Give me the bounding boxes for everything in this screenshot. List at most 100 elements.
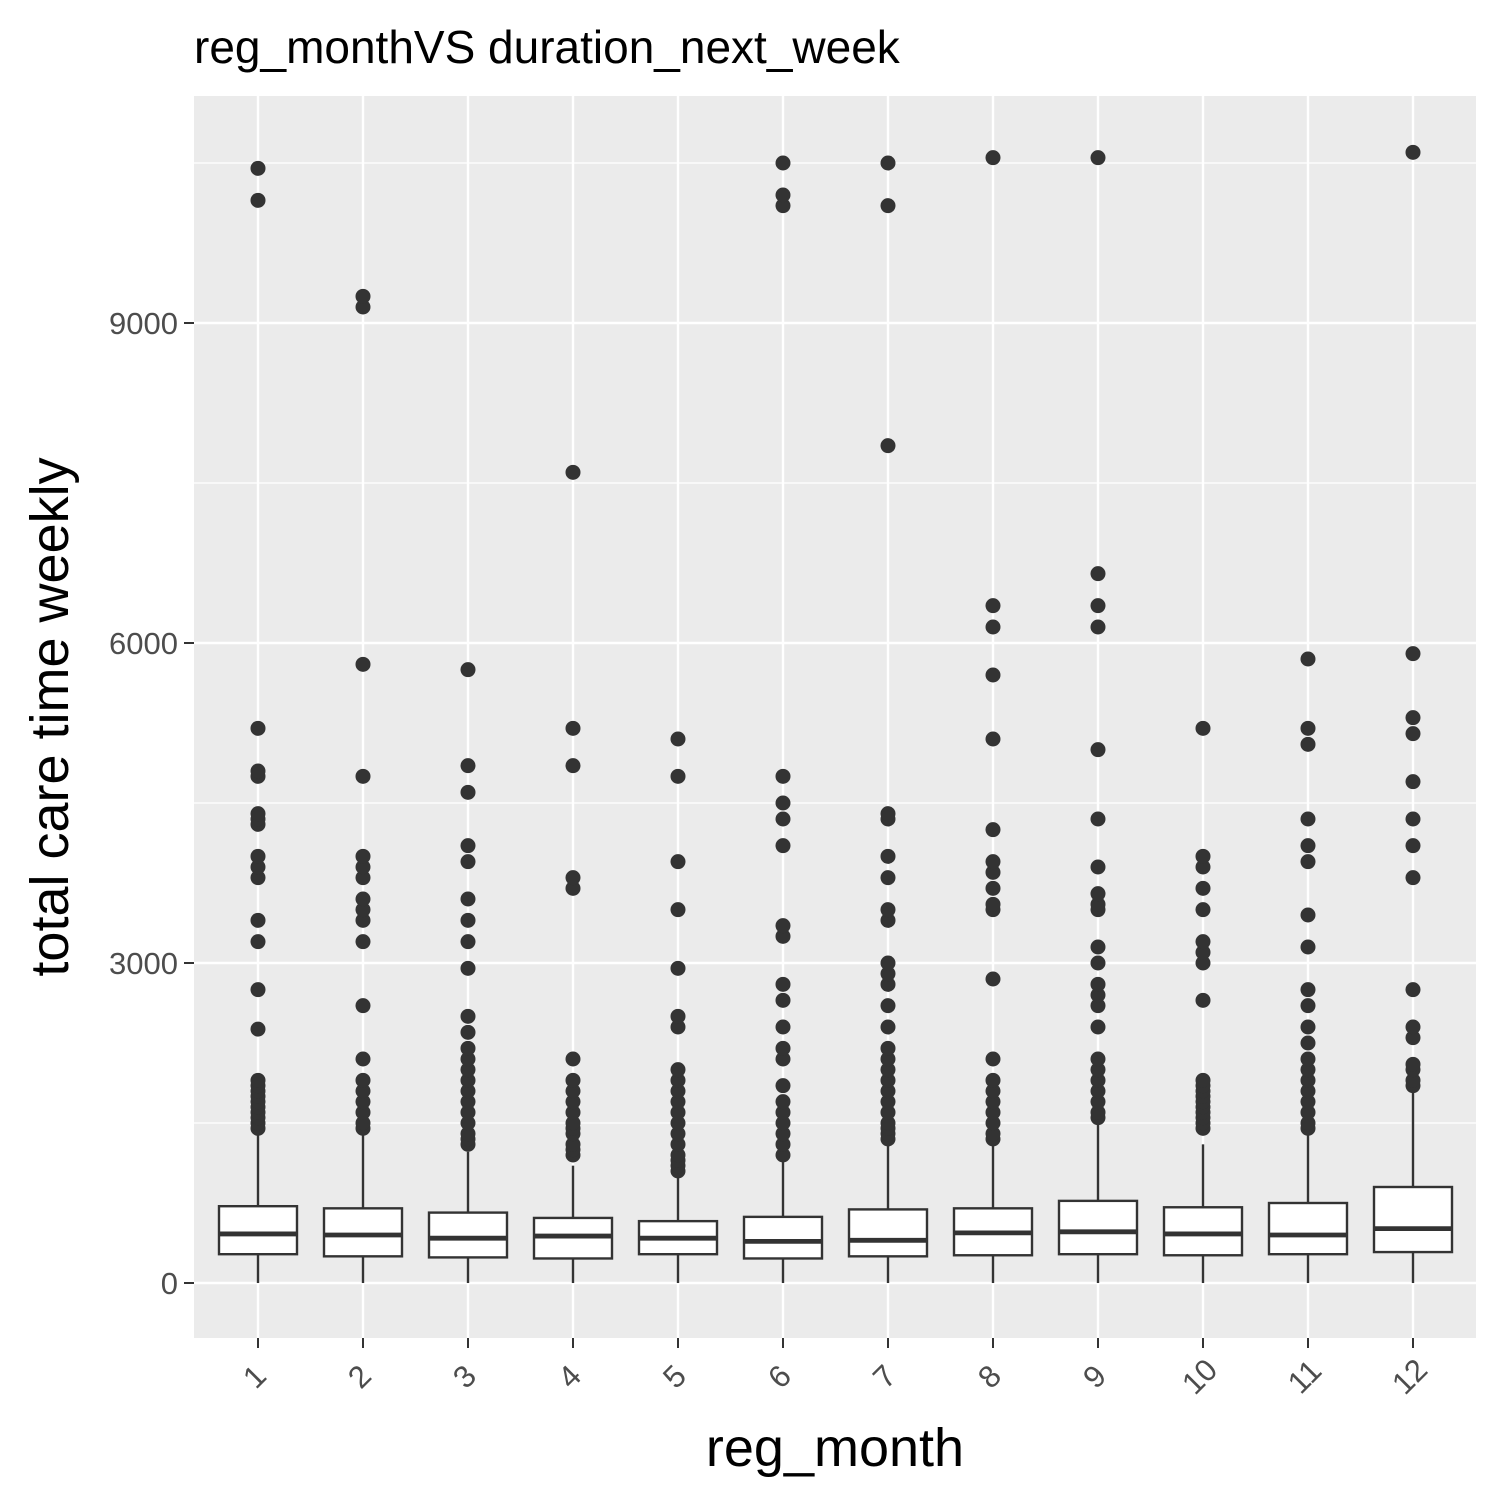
x-tick-label: 4 <box>551 1358 588 1395</box>
outlier-point <box>460 662 476 678</box>
minor-gridlines <box>194 162 1476 1124</box>
y-tick-label: 3000 <box>109 946 178 981</box>
outlier-point <box>1300 1083 1316 1099</box>
outlier-point <box>1195 880 1211 896</box>
outlier-point <box>670 854 686 870</box>
outlier-point <box>565 1094 581 1110</box>
outlier-point <box>1300 720 1316 736</box>
y-axis-title: total care time weekly <box>20 457 80 976</box>
outlier-point <box>880 912 896 928</box>
outlier-point <box>985 1051 1001 1067</box>
outlier-point <box>670 1019 686 1035</box>
outlier-point <box>1300 651 1316 667</box>
outlier-point <box>460 1115 476 1131</box>
x-tick-label: 11 <box>1281 1353 1329 1401</box>
outlier-point <box>1090 619 1106 635</box>
outlier-point <box>775 1136 791 1152</box>
y-tick-label: 9000 <box>109 306 178 341</box>
outlier-point <box>775 918 791 934</box>
box-2 <box>322 288 404 1283</box>
outlier-point <box>670 902 686 918</box>
outlier-point <box>670 1008 686 1024</box>
outlier-point <box>775 1078 791 1094</box>
outlier-point <box>1300 982 1316 998</box>
outlier-point <box>355 299 371 315</box>
outlier-point <box>880 806 896 822</box>
y-tick-label: 6000 <box>109 626 178 661</box>
outlier-point <box>1195 944 1211 960</box>
outlier-point <box>250 720 266 736</box>
outlier-point <box>880 198 896 214</box>
outlier-point <box>1300 811 1316 827</box>
outlier-point <box>670 731 686 747</box>
outlier-point <box>460 1062 476 1078</box>
outlier-point <box>460 758 476 774</box>
outlier-point <box>250 859 266 875</box>
outlier-point <box>775 1147 791 1163</box>
outlier-point <box>880 1115 896 1131</box>
outlier-point <box>460 934 476 950</box>
outlier-point <box>355 848 371 864</box>
box-iqr <box>742 1215 824 1260</box>
outlier-point <box>355 912 371 928</box>
outlier-point <box>1405 1030 1421 1046</box>
outlier-point <box>1090 1072 1106 1088</box>
outlier-point <box>1405 774 1421 790</box>
outlier-point <box>460 1051 476 1067</box>
outlier-point <box>1300 998 1316 1014</box>
outlier-point <box>775 1019 791 1035</box>
x-axis: 1 2 3 4 5 6 7 8 9 10 11 12 <box>236 1338 1434 1401</box>
outlier-point <box>250 1072 266 1088</box>
outlier-point <box>880 966 896 982</box>
outlier-point <box>355 1083 371 1099</box>
x-tick-label: 9 <box>1076 1358 1113 1395</box>
outlier-point <box>565 1072 581 1088</box>
outlier-point <box>460 1024 476 1040</box>
outlier-point <box>565 758 581 774</box>
x-tick-label: 8 <box>971 1358 1008 1395</box>
box-series <box>217 144 1454 1283</box>
plot-panel <box>194 96 1476 1338</box>
outlier-point <box>1090 1104 1106 1120</box>
outlier-point <box>1195 1072 1211 1088</box>
outlier-point <box>460 1094 476 1110</box>
outlier-point <box>565 1115 581 1131</box>
outlier-point <box>880 870 896 886</box>
outlier-point <box>355 1072 371 1088</box>
outlier-point <box>880 902 896 918</box>
outlier-point <box>250 763 266 779</box>
outlier-point <box>355 656 371 672</box>
outlier-point <box>355 288 371 304</box>
outlier-point <box>670 1136 686 1152</box>
outlier-point <box>670 1072 686 1088</box>
outlier-point <box>985 731 1001 747</box>
outlier-point <box>1300 1072 1316 1088</box>
outlier-point <box>1090 859 1106 875</box>
outlier-point <box>985 1115 1001 1131</box>
x-tick-label: 12 <box>1385 1352 1434 1401</box>
outlier-point <box>1090 987 1106 1003</box>
outlier-point <box>355 1104 371 1120</box>
box-iqr <box>1267 1201 1349 1256</box>
outlier-point <box>1090 1094 1106 1110</box>
outlier-point <box>1300 854 1316 870</box>
outlier-point <box>1090 939 1106 955</box>
outlier-point <box>250 982 266 998</box>
outlier-point <box>355 934 371 950</box>
outlier-point <box>880 1051 896 1067</box>
outlier-point <box>1090 598 1106 614</box>
box-11 <box>1267 651 1349 1283</box>
x-tick-label: 7 <box>866 1358 903 1395</box>
outlier-point <box>565 1083 581 1099</box>
outlier-point <box>460 1008 476 1024</box>
outlier-point <box>985 619 1001 635</box>
outlier-point <box>355 891 371 907</box>
outlier-point <box>1090 566 1106 582</box>
outlier-point <box>880 155 896 171</box>
outlier-point <box>880 1072 896 1088</box>
outlier-point <box>355 1094 371 1110</box>
outlier-point <box>880 1062 896 1078</box>
outlier-point <box>250 806 266 822</box>
outlier-point <box>1405 726 1421 742</box>
x-tick-label: 6 <box>761 1358 798 1395</box>
